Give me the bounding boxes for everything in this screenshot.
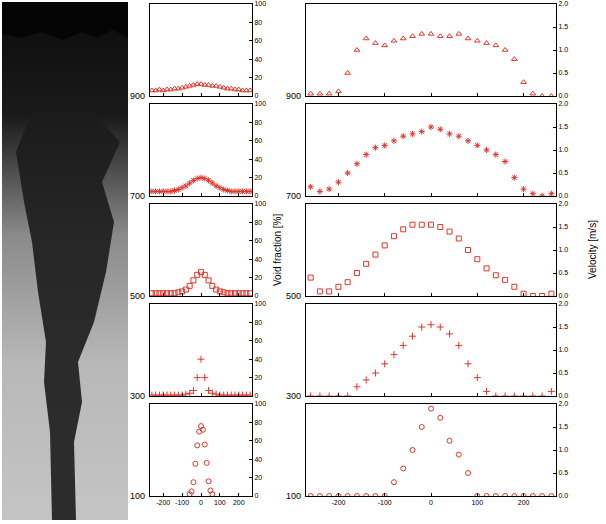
svg-text:1.0: 1.0: [558, 146, 568, 153]
svg-text:2.0: 2.0: [558, 0, 568, 7]
svg-text:60: 60: [254, 337, 262, 344]
svg-text:80: 80: [254, 319, 262, 326]
svg-text:20: 20: [254, 274, 262, 281]
svg-text:1.0: 1.0: [558, 246, 568, 253]
svg-text:-200: -200: [156, 499, 170, 506]
svg-text:0: 0: [254, 192, 258, 199]
svg-text:0.0: 0.0: [558, 192, 568, 199]
svg-text:80: 80: [254, 219, 262, 226]
svg-text:1.5: 1.5: [558, 223, 568, 230]
svg-text:80: 80: [254, 119, 262, 126]
svg-text:0.0: 0.0: [558, 92, 568, 99]
svg-text:0.5: 0.5: [558, 369, 568, 376]
svg-text:100: 100: [254, 200, 266, 207]
svg-text:200: 200: [518, 499, 530, 506]
svg-text:2.0: 2.0: [558, 100, 568, 107]
svg-text:2.0: 2.0: [558, 400, 568, 407]
svg-text:100: 100: [471, 499, 483, 506]
svg-text:1.0: 1.0: [558, 446, 568, 453]
svg-text:0: 0: [254, 492, 258, 499]
svg-text:0.5: 0.5: [558, 69, 568, 76]
svg-text:1.5: 1.5: [558, 323, 568, 330]
svg-text:100: 100: [254, 300, 266, 307]
svg-text:100: 100: [214, 499, 226, 506]
svg-text:60: 60: [254, 37, 262, 44]
svg-text:300: 300: [130, 391, 145, 401]
svg-text:900: 900: [286, 91, 301, 101]
svg-text:60: 60: [254, 137, 262, 144]
svg-text:1.0: 1.0: [558, 346, 568, 353]
svg-text:0.5: 0.5: [558, 469, 568, 476]
svg-text:40: 40: [254, 356, 262, 363]
svg-text:1.5: 1.5: [558, 23, 568, 30]
svg-text:1.5: 1.5: [558, 423, 568, 430]
svg-text:2.0: 2.0: [558, 200, 568, 207]
svg-text:100: 100: [254, 0, 266, 7]
svg-text:40: 40: [254, 156, 262, 163]
svg-text:300: 300: [286, 391, 301, 401]
svg-text:100: 100: [254, 400, 266, 407]
svg-text:40: 40: [254, 456, 262, 463]
svg-text:200: 200: [233, 499, 245, 506]
svg-text:1.0: 1.0: [558, 46, 568, 53]
svg-text:100: 100: [254, 100, 266, 107]
svg-text:0.5: 0.5: [558, 169, 568, 176]
svg-text:500: 500: [286, 291, 301, 301]
svg-text:0: 0: [429, 499, 433, 506]
svg-text:-100: -100: [378, 499, 392, 506]
svg-text:20: 20: [254, 474, 262, 481]
svg-text:0.0: 0.0: [558, 292, 568, 299]
svg-text:0.5: 0.5: [558, 269, 568, 276]
svg-text:20: 20: [254, 74, 262, 81]
svg-text:1.5: 1.5: [558, 123, 568, 130]
svg-text:-100: -100: [175, 499, 189, 506]
svg-text:-200: -200: [331, 499, 345, 506]
svg-text:700: 700: [286, 191, 301, 201]
svg-text:0.0: 0.0: [558, 392, 568, 399]
svg-text:Velocity [m/s]: Velocity [m/s]: [587, 220, 598, 279]
svg-text:900: 900: [130, 91, 145, 101]
svg-text:60: 60: [254, 237, 262, 244]
svg-text:0: 0: [199, 499, 203, 506]
svg-text:80: 80: [254, 19, 262, 26]
svg-text:100: 100: [130, 491, 145, 501]
svg-text:Void fraction [%]: Void fraction [%]: [272, 214, 283, 286]
svg-text:40: 40: [254, 256, 262, 263]
svg-text:40: 40: [254, 56, 262, 63]
svg-text:2.0: 2.0: [558, 300, 568, 307]
svg-text:0: 0: [254, 92, 258, 99]
svg-text:80: 80: [254, 419, 262, 426]
svg-text:500: 500: [130, 291, 145, 301]
svg-text:0: 0: [254, 292, 258, 299]
svg-text:100: 100: [286, 491, 301, 501]
svg-text:0.0: 0.0: [558, 492, 568, 499]
svg-text:0: 0: [254, 392, 258, 399]
svg-text:60: 60: [254, 437, 262, 444]
svg-text:700: 700: [130, 191, 145, 201]
svg-text:20: 20: [254, 374, 262, 381]
svg-text:20: 20: [254, 174, 262, 181]
